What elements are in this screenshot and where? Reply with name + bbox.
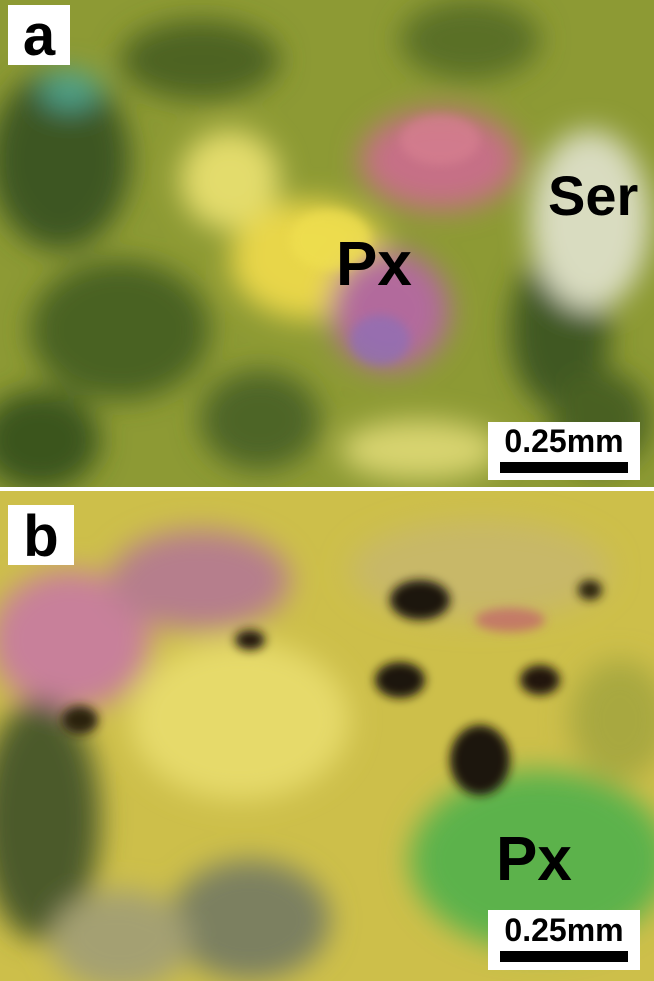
scale-label: 0.25mm: [504, 912, 623, 948]
micrograph-b: [0, 491, 654, 981]
annotation: Px: [336, 230, 412, 299]
scale-label: 0.25mm: [504, 423, 623, 459]
figure: a Px Ser 0.25mm b Px 0: [0, 0, 654, 981]
annotation: Ser: [548, 164, 638, 227]
panel-label: a: [23, 3, 56, 68]
panel-label: b: [23, 504, 58, 569]
micrograph-a: [0, 0, 654, 490]
scale-bar: [500, 462, 628, 473]
annotation: Px: [496, 825, 572, 894]
scale-bar: [500, 951, 628, 962]
